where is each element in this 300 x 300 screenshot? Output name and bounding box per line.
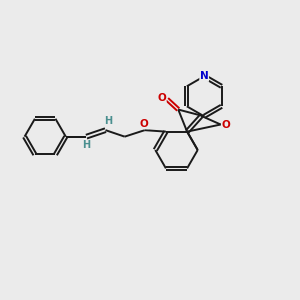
Text: N: N: [200, 71, 208, 81]
Text: H: H: [82, 140, 90, 151]
Text: O: O: [222, 119, 230, 130]
Text: O: O: [158, 93, 166, 103]
Text: H: H: [104, 116, 112, 126]
Text: O: O: [140, 119, 148, 129]
